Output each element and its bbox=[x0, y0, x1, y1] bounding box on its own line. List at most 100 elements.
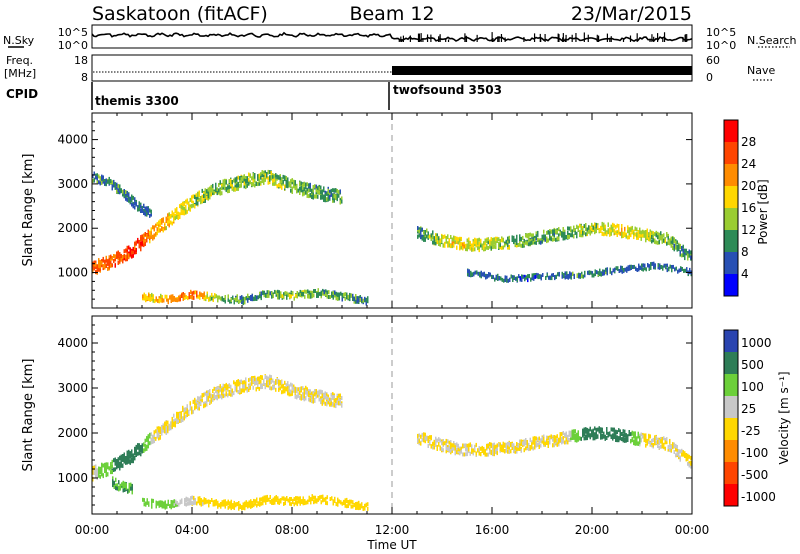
echo-cell-0 bbox=[308, 183, 310, 188]
echo-cell-0 bbox=[131, 250, 133, 255]
echo-cell-3 bbox=[541, 239, 543, 244]
echo-cell-0 bbox=[201, 188, 203, 193]
echo-cell-0 bbox=[107, 472, 109, 477]
echo-cell-0 bbox=[153, 225, 155, 230]
echo-cell-0 bbox=[249, 382, 251, 387]
echo-cell-3 bbox=[652, 437, 654, 442]
echo-cell-3 bbox=[444, 234, 446, 239]
echo-cell-1 bbox=[122, 484, 124, 489]
echo-cell-0 bbox=[207, 395, 209, 400]
echo-cell-0 bbox=[143, 442, 145, 447]
echo-cell-0 bbox=[239, 385, 241, 390]
echo-cell-3 bbox=[495, 241, 497, 246]
echo-cell-1 bbox=[116, 182, 118, 187]
echo-cell-2 bbox=[208, 499, 210, 504]
echo-cell-3 bbox=[573, 227, 575, 231]
echo-cell-0 bbox=[150, 437, 152, 442]
echo-cell-0 bbox=[174, 213, 176, 218]
echo-cell-0 bbox=[158, 433, 160, 438]
echo-cell-0 bbox=[269, 170, 271, 175]
echo-cell-2 bbox=[266, 290, 268, 295]
echo-cell-2 bbox=[341, 501, 343, 506]
echo-cell-3 bbox=[456, 245, 458, 250]
echo-cell-4 bbox=[626, 268, 628, 273]
echo-cell-3 bbox=[510, 442, 512, 447]
echo-cell-2 bbox=[245, 296, 247, 301]
echo-cell-2 bbox=[263, 293, 265, 298]
echo-cell-3 bbox=[660, 233, 662, 238]
echo-cell-3 bbox=[678, 449, 680, 453]
echo-cell-0 bbox=[162, 425, 164, 430]
echo-cell-3 bbox=[573, 435, 575, 440]
echo-cell-3 bbox=[615, 438, 617, 442]
echo-cell-3 bbox=[667, 233, 669, 238]
echo-cell-0 bbox=[305, 389, 307, 394]
echo-cell-0 bbox=[173, 413, 175, 418]
echo-cell-3 bbox=[679, 252, 681, 257]
echo-cell-4 bbox=[470, 273, 472, 278]
echo-cell-3 bbox=[637, 235, 639, 240]
echo-cell-3 bbox=[660, 437, 662, 441]
echo-cell-3 bbox=[585, 232, 587, 237]
echo-cell-3 bbox=[648, 232, 650, 237]
echo-cell-0 bbox=[147, 444, 149, 449]
echo-cell-3 bbox=[484, 238, 486, 243]
echo-cell-1 bbox=[130, 486, 132, 491]
echo-cell-2 bbox=[197, 499, 199, 504]
echo-cell-0 bbox=[152, 438, 154, 443]
nsky-panel bbox=[91, 24, 693, 49]
echo-cell-2 bbox=[155, 297, 157, 301]
echo-cell-0 bbox=[258, 380, 260, 385]
echo-cell-0 bbox=[230, 384, 232, 389]
echo-cell-2 bbox=[227, 297, 229, 302]
echo-cell-3 bbox=[532, 436, 534, 441]
echo-cell-2 bbox=[358, 503, 360, 508]
echo-cell-4 bbox=[605, 267, 607, 272]
echo-cell-3 bbox=[574, 429, 576, 434]
echo-cell-2 bbox=[359, 298, 361, 302]
echo-cell-0 bbox=[287, 177, 289, 182]
echo-cell-1 bbox=[118, 480, 120, 485]
echo-cell-0 bbox=[195, 196, 197, 201]
echo-cell-3 bbox=[612, 222, 614, 227]
echo-cell-3 bbox=[525, 233, 527, 238]
echo-cell-3 bbox=[669, 439, 671, 443]
echo-cell-4 bbox=[506, 278, 508, 283]
echo-cell-4 bbox=[485, 275, 487, 280]
echo-cell-3 bbox=[420, 441, 422, 446]
echo-cell-2 bbox=[263, 498, 265, 503]
echo-cell-4 bbox=[468, 269, 470, 274]
echo-cell-3 bbox=[447, 445, 449, 449]
echo-cell-3 bbox=[504, 243, 506, 248]
echo-cell-4 bbox=[620, 268, 622, 273]
echo-cell-0 bbox=[288, 392, 290, 397]
echo-cell-2 bbox=[215, 499, 217, 504]
echo-cell-2 bbox=[176, 501, 178, 505]
echo-cell-3 bbox=[597, 427, 599, 432]
echo-cell-0 bbox=[168, 212, 170, 217]
echo-cell-2 bbox=[160, 298, 162, 303]
echo-cell-0 bbox=[236, 176, 238, 181]
echo-cell-3 bbox=[549, 234, 551, 239]
echo-cell-0 bbox=[332, 392, 334, 397]
echo-cell-3 bbox=[528, 242, 530, 247]
echo-cell-3 bbox=[462, 242, 464, 247]
echo-cell-3 bbox=[592, 225, 594, 230]
echo-cell-0 bbox=[263, 180, 265, 185]
echo-cell-4 bbox=[528, 274, 530, 279]
echo-cell-4 bbox=[659, 265, 661, 270]
echo-cell-0 bbox=[212, 188, 214, 193]
colorbar-frame bbox=[723, 329, 739, 507]
echo-cell-3 bbox=[525, 446, 527, 451]
echo-cell-3 bbox=[589, 225, 591, 230]
echo-cell-2 bbox=[281, 496, 283, 501]
echo-cell-0 bbox=[176, 210, 178, 215]
echo-cell-3 bbox=[472, 247, 474, 252]
echo-cell-0 bbox=[122, 255, 124, 259]
echo-cell-3 bbox=[522, 235, 524, 240]
echo-cell-3 bbox=[526, 234, 528, 239]
echo-cell-3 bbox=[615, 225, 617, 230]
echo-cell-3 bbox=[508, 441, 510, 446]
echo-cell-0 bbox=[201, 199, 203, 204]
echo-cell-0 bbox=[128, 450, 130, 455]
